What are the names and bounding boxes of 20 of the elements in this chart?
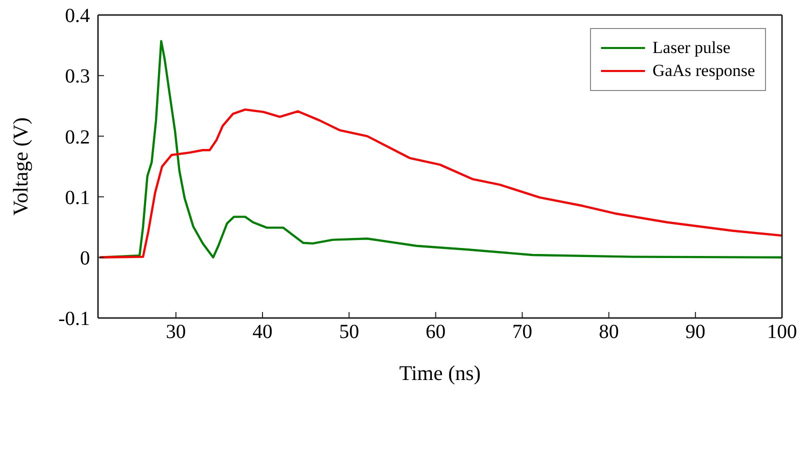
x-tick-label: 60 — [426, 321, 446, 344]
x-tick-label: 50 — [339, 321, 360, 344]
y-tick-label: 0 — [80, 248, 90, 270]
x-tick-label: 40 — [252, 321, 273, 344]
x-tick-label: 70 — [512, 321, 532, 344]
x-tick-label: 90 — [685, 321, 706, 344]
x-axis-title: Time (ns) — [399, 361, 481, 385]
x-tick-label: 30 — [166, 321, 186, 344]
x-tick-label: 80 — [598, 321, 619, 344]
x-tick-label: 100 — [767, 321, 797, 344]
y-tick-label: 0.4 — [65, 5, 90, 28]
y-axis-title: Voltage (V) — [8, 117, 32, 216]
legend-label: Laser pulse — [652, 38, 730, 58]
y-tick-label: -0.1 — [58, 308, 90, 330]
y-tick-label: 0.1 — [65, 186, 90, 209]
line-series — [98, 40, 782, 258]
y-tick-label: 0.2 — [65, 126, 90, 148]
y-tick-label: 0.3 — [65, 66, 90, 88]
legend-label: GaAs response — [652, 61, 755, 81]
line-series — [98, 108, 782, 258]
